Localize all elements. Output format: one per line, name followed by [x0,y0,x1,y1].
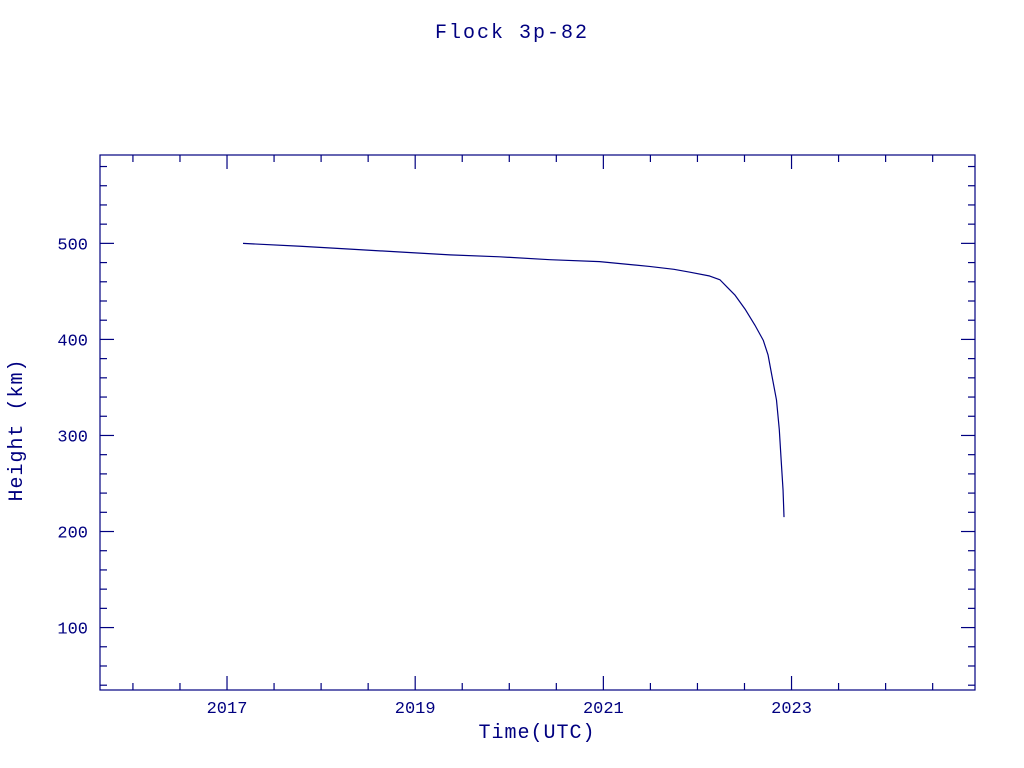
y-tick-label: 500 [57,236,88,255]
y-axis-label: Height (km) [6,358,29,501]
x-tick-label: 2017 [207,700,248,719]
x-axis-label: Time(UTC) [478,722,595,745]
y-tick-label: 300 [57,428,88,447]
tick-labels: 2017 2019 2021 2023 100 200 300 400 500 [57,236,812,719]
x-tick-label: 2023 [771,700,812,719]
axis-ticks [100,155,975,690]
y-tick-label: 400 [57,332,88,351]
chart-title: Flock 3p-82 [435,22,589,45]
y-tick-label: 100 [57,621,88,640]
x-tick-label: 2021 [583,700,624,719]
x-tick-label: 2019 [395,700,436,719]
height-curve [242,242,785,518]
y-tick-label: 200 [57,525,88,544]
plot-frame [99,154,976,691]
data-series [242,242,785,518]
